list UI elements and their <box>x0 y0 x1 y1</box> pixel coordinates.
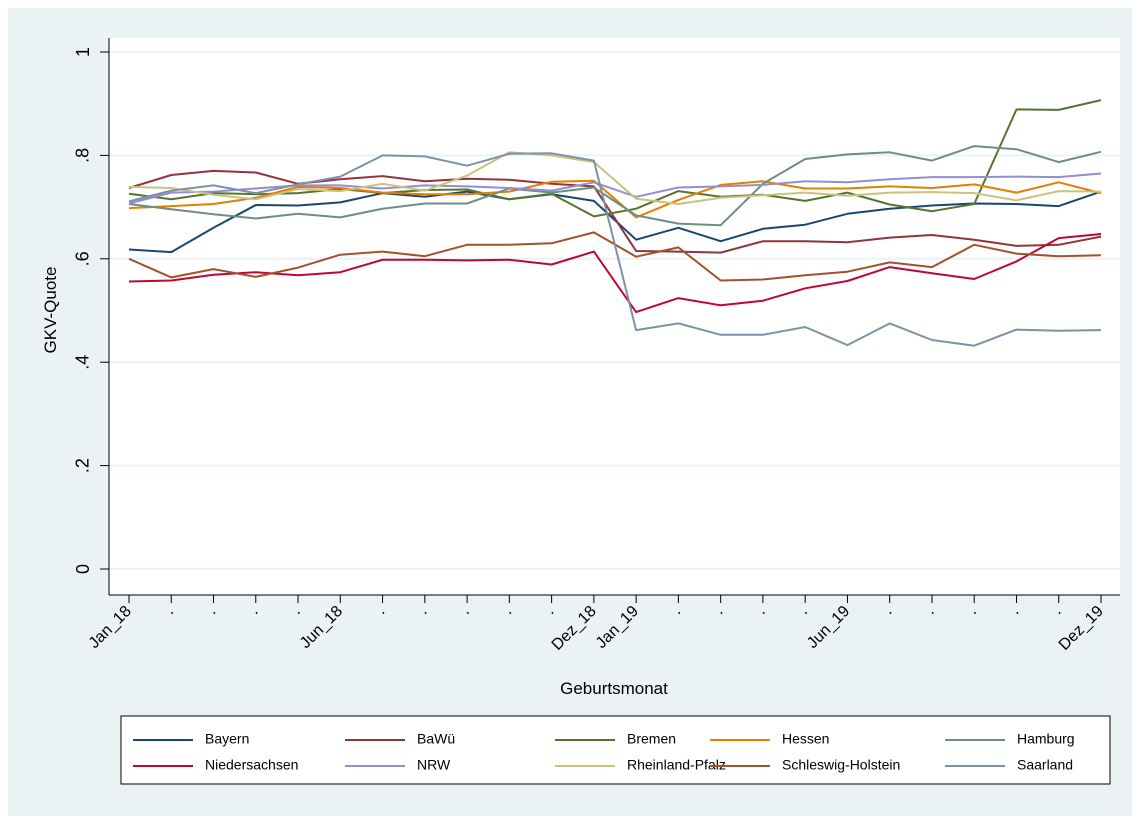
plot-area <box>109 38 1120 595</box>
legend-label-schleswig-holstein: Schleswig-Holstein <box>782 757 900 773</box>
legend: Bayern BaWü Bremen Hessen Hamburg Niedersachs… <box>120 715 1111 785</box>
gridlines <box>109 51 1120 570</box>
series-line-saarland <box>128 152 1102 347</box>
series-line-hamburg <box>128 145 1102 227</box>
series-lines <box>128 99 1102 347</box>
legend-label-bremen: Bremen <box>627 731 676 747</box>
series-line-hessen <box>128 179 1102 219</box>
series-line-baw- <box>128 169 1102 254</box>
legend-label-rheinland-pfalz: Rheinland-Pfalz <box>627 757 726 773</box>
series-line-rheinland-pfalz <box>128 151 1102 205</box>
series-line-bremen <box>128 99 1102 218</box>
legend-label-hessen: Hessen <box>782 731 829 747</box>
legend-label-hamburg: Hamburg <box>1017 731 1075 747</box>
y-tick-label: .4 <box>73 355 93 370</box>
legend-box <box>120 715 1111 785</box>
legend-label-baw-: BaWü <box>417 731 455 747</box>
series-line-niedersachsen <box>128 233 1102 314</box>
legend-label-bayern: Bayern <box>205 731 249 747</box>
legend-label-saarland: Saarland <box>1017 757 1073 773</box>
y-axis-label: GKV-Quote <box>41 267 60 354</box>
y-tick-label: .6 <box>73 251 93 266</box>
legend-label-niedersachsen: Niedersachsen <box>205 757 298 773</box>
y-tick-label: 0 <box>73 564 93 574</box>
y-tick-label: .2 <box>73 458 93 473</box>
y-tick-label: 1 <box>73 47 93 57</box>
legend-label-nrw: NRW <box>417 757 451 773</box>
x-axis-label: Geburtsmonat <box>560 679 668 698</box>
y-axis: 0 .2 .4 .6 .8 1 <box>73 38 110 595</box>
y-tick-label: .8 <box>73 148 93 163</box>
